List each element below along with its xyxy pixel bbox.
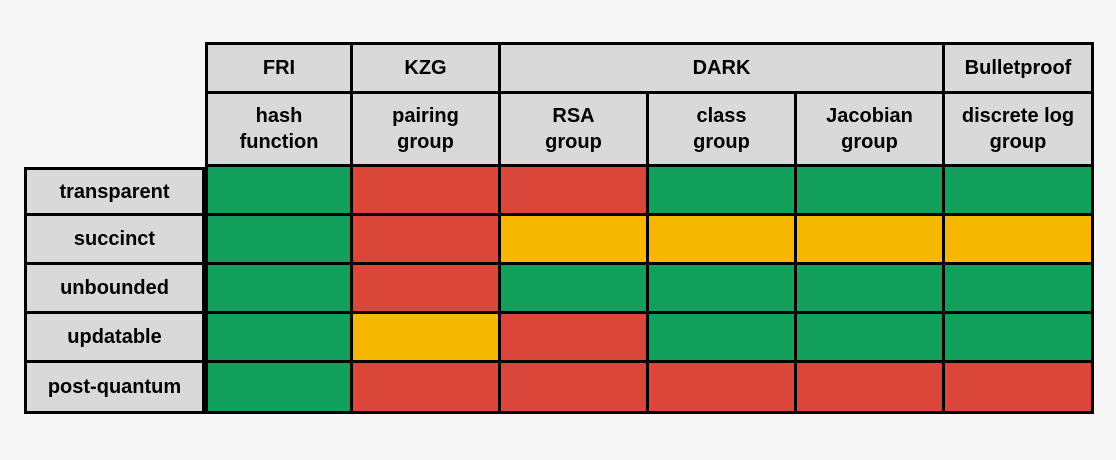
status-cell-unbounded-rsa-group-green (501, 265, 649, 314)
column-header-class-group: class group (649, 94, 797, 167)
status-cell-succinct-pairing-group-red (353, 216, 501, 265)
status-cell-updatable-pairing-group-yellow (353, 314, 501, 363)
status-cell-transparent-discrete-log-group-green (945, 167, 1094, 216)
status-cell-unbounded-pairing-group-red (353, 265, 501, 314)
corner-blank (24, 94, 205, 167)
status-cell-transparent-pairing-group-red (353, 167, 501, 216)
group-header-bulletproof: Bulletproof (945, 42, 1094, 94)
group-header-kzg: KZG (353, 42, 501, 94)
status-cell-unbounded-class-group-green (649, 265, 797, 314)
corner-blank (24, 42, 205, 94)
group-header-dark: DARK (501, 42, 945, 94)
status-cell-unbounded-hash-function-green (205, 265, 353, 314)
row-label-unbounded: unbounded (24, 265, 205, 314)
row-label-updatable: updatable (24, 314, 205, 363)
status-cell-transparent-hash-function-green (205, 167, 353, 216)
status-cell-post-quantum-rsa-group-red (501, 363, 649, 414)
column-header-discrete-log-group: discrete log group (945, 94, 1094, 167)
status-cell-updatable-rsa-group-red (501, 314, 649, 363)
status-cell-updatable-class-group-green (649, 314, 797, 363)
column-header-rsa-group: RSA group (501, 94, 649, 167)
status-cell-updatable-discrete-log-group-green (945, 314, 1094, 363)
status-cell-unbounded-jacobian-group-green (797, 265, 945, 314)
status-cell-post-quantum-jacobian-group-red (797, 363, 945, 414)
status-cell-succinct-class-group-yellow (649, 216, 797, 265)
row-label-post-quantum: post-quantum (24, 363, 205, 414)
row-label-transparent: transparent (24, 167, 205, 216)
column-header-pairing-group: pairing group (353, 94, 501, 167)
status-cell-transparent-rsa-group-red (501, 167, 649, 216)
status-cell-unbounded-discrete-log-group-green (945, 265, 1094, 314)
status-cell-succinct-hash-function-green (205, 216, 353, 265)
status-cell-succinct-rsa-group-yellow (501, 216, 649, 265)
comparison-table: FRI KZG DARK Bulletproof hash function p… (24, 42, 1094, 414)
column-header-hash-function: hash function (205, 94, 353, 167)
status-cell-updatable-hash-function-green (205, 314, 353, 363)
status-cell-succinct-discrete-log-group-yellow (945, 216, 1094, 265)
status-cell-succinct-jacobian-group-yellow (797, 216, 945, 265)
status-cell-updatable-jacobian-group-green (797, 314, 945, 363)
status-cell-post-quantum-hash-function-green (205, 363, 353, 414)
status-cell-post-quantum-pairing-group-red (353, 363, 501, 414)
status-cell-post-quantum-discrete-log-group-red (945, 363, 1094, 414)
row-label-succinct: succinct (24, 216, 205, 265)
status-cell-transparent-class-group-green (649, 167, 797, 216)
status-cell-transparent-jacobian-group-green (797, 167, 945, 216)
column-header-jacobian-group: Jacobian group (797, 94, 945, 167)
group-header-fri: FRI (205, 42, 353, 94)
status-cell-post-quantum-class-group-red (649, 363, 797, 414)
